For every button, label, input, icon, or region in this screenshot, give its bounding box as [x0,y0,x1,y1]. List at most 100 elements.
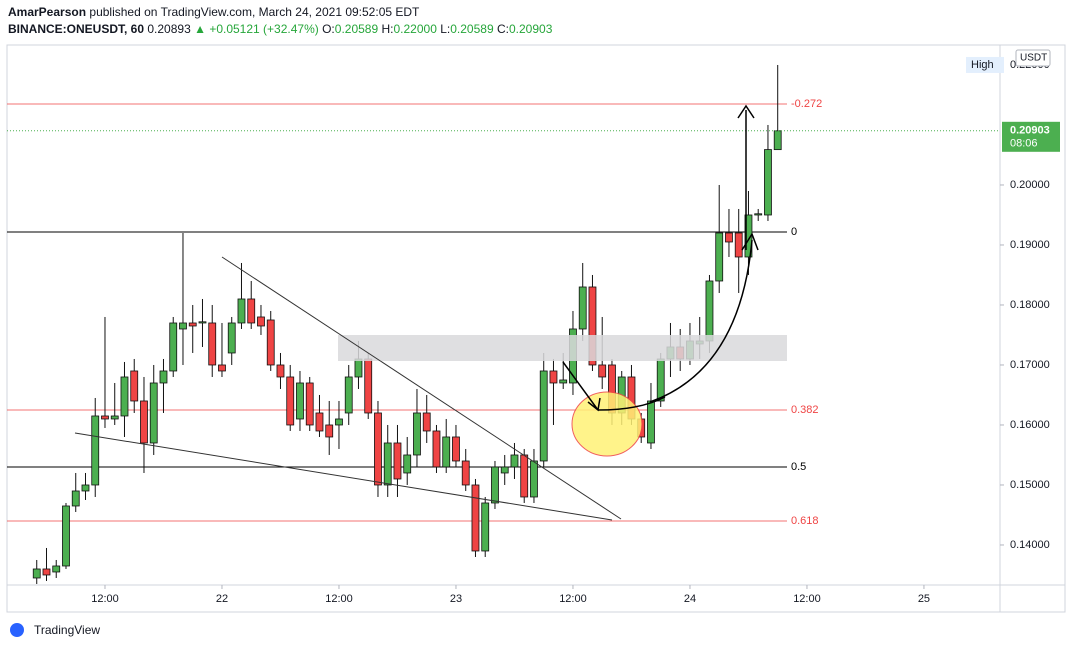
candle-body [101,415,109,420]
candle-body [52,565,61,573]
ohlc-key: C: [496,22,509,36]
candle-body [364,358,373,414]
candle-body [218,364,226,372]
circle [571,391,643,457]
y-tick-label: 0.16000 [1010,419,1050,431]
candle-body [354,358,363,378]
candle-body [734,232,743,258]
y-tick-label: 0.18000 [1010,299,1050,311]
candle-body [725,232,733,243]
last: 0.20893 [147,22,191,36]
x-tick-label: 24 [684,593,696,605]
ohlc-value: 0.20903 [508,22,553,36]
trendline [221,256,622,520]
fib-label: 0.382 [791,404,819,416]
candle-body [120,376,129,417]
trendline [74,432,613,521]
candle-body [715,232,724,282]
candle-body [296,382,304,420]
candle-body [266,319,275,366]
ohlc: O:0.20589 H:0.22000 L:0.20589 C:0.20903 [322,22,552,36]
candle-body [656,358,665,402]
candle-body [754,213,763,216]
candle-body [149,382,158,444]
arrow [649,232,759,403]
x-tick-label: 12:00 [91,593,119,605]
candle-body [110,415,119,420]
candle-body [42,568,51,576]
drawings [74,104,787,521]
candle-body [549,370,558,384]
candle-body [461,460,470,486]
candle-body [510,454,519,468]
candle-body [237,298,246,324]
candle-body [335,418,343,426]
y-tick-label: 0.19000 [1010,239,1050,251]
logo [10,623,24,637]
symbol-line: BINANCE:ONEUSDT, 60 0.20893 ▲ +0.05121 (… [8,22,552,36]
price-label: 0.20903 [1010,125,1050,137]
currency-badge [1015,49,1051,67]
candle-body [130,370,139,402]
candle-body [344,376,353,414]
symbol: BINANCE:ONEUSDT, 60 [8,22,145,36]
curve [597,396,666,411]
x-tick-label: 12:00 [793,593,821,605]
candle-body [500,466,509,474]
candle-body [247,298,256,324]
y-tick-label: 0.20000 [1010,179,1050,191]
x-tick-label: 22 [216,593,228,605]
fib-label: -0.272 [791,98,822,110]
candle-body [276,364,285,378]
candle-body [452,436,460,462]
candle-body [374,412,382,486]
candle-body [413,412,421,456]
candle-body [393,442,402,480]
candle-body [471,484,480,552]
ohlc-key: O: [322,22,335,36]
candle-body [188,322,197,327]
candle-body [315,412,324,432]
candle-body [179,322,187,330]
header-line: AmarPearson published on TradingView.com… [8,5,419,19]
candle-body [539,370,548,462]
author: AmarPearson [8,5,87,19]
candle-body [169,322,178,372]
candle-body [91,415,100,486]
y-tick-label: 0.15000 [1010,479,1050,491]
x-tick-label: 12:00 [325,593,353,605]
candle-body [383,442,392,486]
candle-body [422,412,431,432]
candle-body [442,436,451,468]
candle-body [578,286,587,330]
candle-body [140,400,148,444]
arrow [737,104,755,250]
candle-body [520,454,529,498]
high-label: High [971,59,994,71]
ohlc-value: 0.22000 [393,22,437,36]
candle-body [491,466,499,504]
ohlc-value: 0.20589 [334,22,379,36]
candle-body [773,130,782,151]
countdown: 08:06 [1010,138,1038,150]
candle-body [559,379,568,384]
candle-body [159,370,168,384]
brand: TradingView [34,623,100,637]
candle-body [481,502,490,552]
candle-body [403,454,412,474]
candle-body [598,364,607,378]
candle-body [325,424,334,438]
candle-body [588,286,597,366]
candle-body [198,321,207,324]
x-tick-label: 12:00 [559,593,587,605]
candle-body [62,505,70,567]
candle-body [530,460,538,498]
candle-body [208,322,217,366]
ohlc-key: H: [381,22,394,36]
frame [6,44,1066,613]
candle-body [71,490,80,507]
currency: USDT [1020,53,1047,64]
candle-body [305,382,314,426]
